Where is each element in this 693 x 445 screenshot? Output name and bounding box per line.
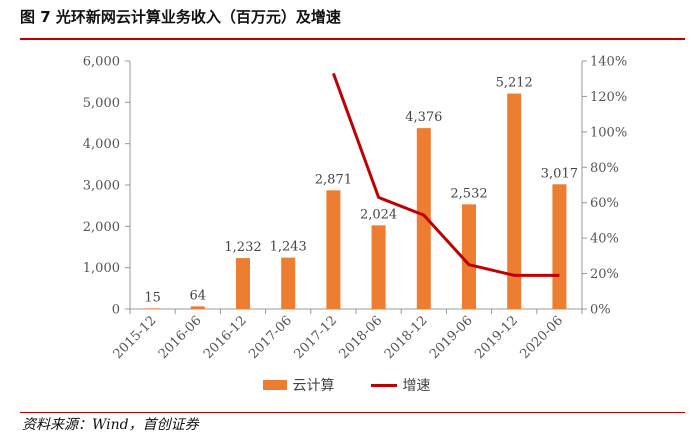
y-right-tick-label: 120% [590, 90, 627, 105]
y-left-tick-label: 3,000 [83, 179, 120, 194]
y-left-tick-label: 1,000 [83, 261, 120, 276]
x-tick-label: 2017-06 [246, 313, 295, 362]
y-right-tick-label: 100% [590, 125, 627, 140]
x-tick-label: 2019-12 [472, 313, 521, 362]
bar-data-label: 1,232 [224, 240, 261, 255]
legend-swatch-line [370, 383, 397, 387]
x-tick-label: 2017-12 [291, 313, 340, 362]
x-tick-label: 2019-06 [427, 313, 476, 362]
bar-data-label: 4,376 [405, 110, 442, 125]
y-left-tick-label: 5,000 [83, 96, 120, 111]
bar-data-label: 1,243 [270, 240, 307, 255]
legend-label-line: 增速 [402, 378, 431, 394]
bar-data-label: 64 [190, 288, 207, 303]
bar [462, 204, 476, 309]
bar-data-label: 15 [144, 290, 161, 305]
y-right-tick-label: 140% [590, 55, 627, 70]
x-tick-label: 2020-06 [517, 313, 566, 362]
legend-label-bar: 云计算 [292, 378, 335, 394]
y-left-tick-label: 4,000 [83, 137, 120, 152]
bar-data-label: 2,532 [450, 186, 487, 201]
legend-swatch-bar [262, 380, 287, 390]
bar [190, 306, 205, 309]
bar [371, 225, 386, 309]
bar [326, 190, 341, 309]
bar-data-label: 3,017 [541, 166, 578, 181]
legend-item-line: 增速 [370, 375, 431, 395]
bar [507, 93, 522, 309]
bar [281, 257, 296, 309]
y-right-tick-label: 20% [590, 267, 619, 282]
bar-data-label: 2,871 [315, 172, 352, 187]
x-tick-label: 2018-06 [337, 313, 386, 362]
bar [236, 258, 250, 309]
chart-legend: 云计算 增速 [0, 375, 693, 395]
bar [145, 308, 160, 309]
y-left-tick-label: 2,000 [83, 220, 120, 235]
bar-data-label: 2,024 [360, 207, 397, 222]
bar-data-label: 5,212 [496, 76, 533, 91]
x-tick-label: 2016-12 [201, 313, 250, 362]
title-divider [20, 38, 685, 40]
legend-item-bar: 云计算 [262, 375, 335, 395]
x-tick-label: 2018-12 [382, 313, 431, 362]
y-right-tick-label: 40% [590, 232, 619, 247]
y-right-tick-label: 0% [590, 303, 611, 318]
x-tick-label: 2015-12 [111, 313, 160, 362]
footer-divider [20, 412, 685, 413]
x-tick-label: 2016-06 [156, 313, 205, 362]
y-left-tick-label: 0 [112, 303, 120, 318]
bar [416, 128, 431, 309]
y-right-tick-label: 80% [590, 161, 619, 176]
y-left-tick-label: 6,000 [83, 55, 120, 70]
y-right-tick-label: 60% [590, 196, 619, 211]
growth-line [331, 72, 560, 277]
bar [552, 184, 567, 309]
source-note: 资料来源：Wind，首创证券 [22, 417, 199, 433]
chart-title: 图 7 光环新网云计算业务收入（百万元）及增速 [20, 8, 341, 26]
